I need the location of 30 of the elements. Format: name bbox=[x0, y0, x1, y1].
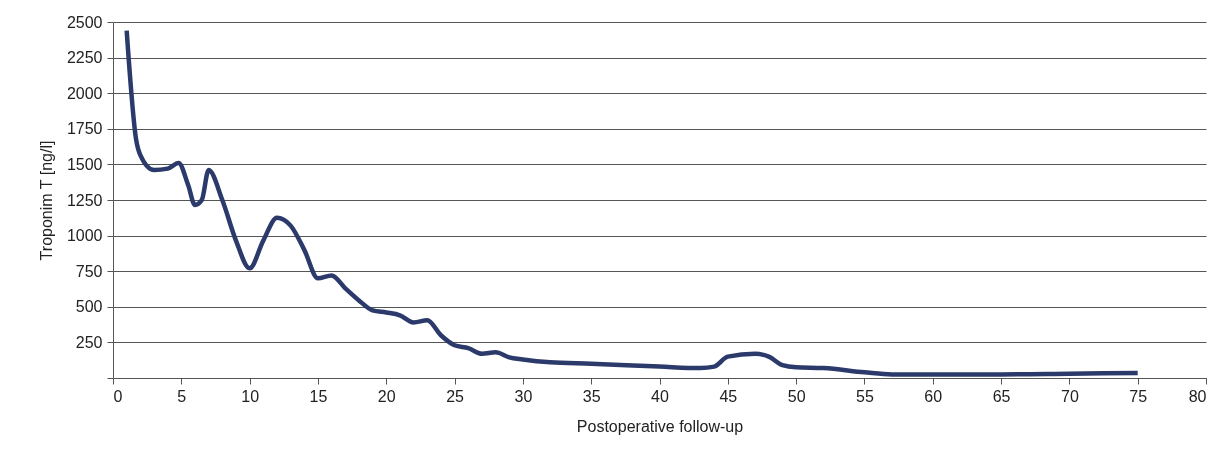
x-tick-label: 65 bbox=[992, 387, 1011, 405]
x-tick-label: 80 bbox=[1188, 387, 1207, 405]
y-tick-label: 2000 bbox=[66, 84, 103, 102]
y-tick-label: 750 bbox=[75, 262, 103, 280]
line-series bbox=[124, 28, 1140, 377]
x-tick-label: 35 bbox=[582, 387, 601, 405]
x-tick-label: 25 bbox=[446, 387, 465, 405]
y-axis-title: Troponim T [ng/l] bbox=[37, 140, 55, 261]
y-tick-label: 2500 bbox=[66, 13, 103, 31]
x-tick-label: 45 bbox=[719, 387, 738, 405]
x-tick-label: 5 bbox=[177, 387, 187, 405]
x-axis-title: Postoperative follow-up bbox=[576, 417, 744, 435]
x-tick-label: 75 bbox=[1129, 387, 1148, 405]
x-tick-label: 55 bbox=[856, 387, 874, 405]
y-tick-label: 500 bbox=[75, 298, 103, 316]
x-tick-label: 15 bbox=[309, 387, 328, 405]
y-tick-label: 1250 bbox=[66, 191, 103, 209]
x-tick-label: 10 bbox=[241, 387, 260, 405]
x-tick-label: 0 bbox=[113, 387, 123, 405]
x-tick-label: 50 bbox=[787, 387, 806, 405]
y-tick-label: 250 bbox=[75, 333, 103, 351]
x-tick-label: 20 bbox=[377, 387, 396, 405]
y-tick-label: 2250 bbox=[66, 49, 103, 67]
x-tick-label: 70 bbox=[1060, 387, 1079, 405]
y-tick-label: 1750 bbox=[66, 120, 103, 138]
x-tick-label: 40 bbox=[651, 387, 669, 405]
y-tick-label: 1000 bbox=[66, 227, 103, 245]
x-tick-label: 30 bbox=[514, 387, 533, 405]
y-tick-label: 1500 bbox=[66, 155, 103, 173]
x-tick-label: 60 bbox=[924, 387, 943, 405]
